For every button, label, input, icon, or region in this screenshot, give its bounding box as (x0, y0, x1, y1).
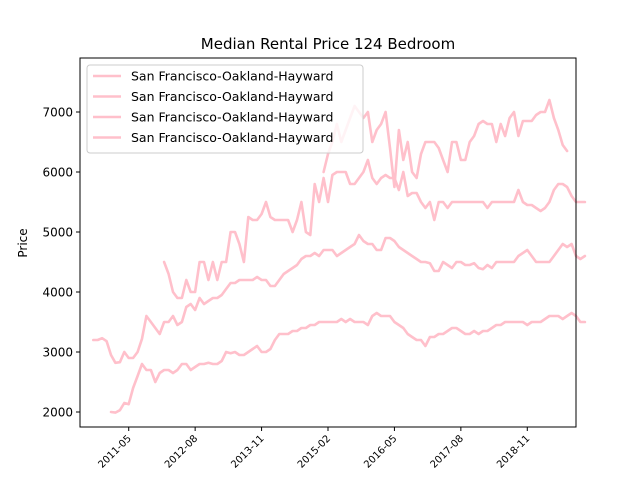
y-tick-label: 7000 (42, 106, 73, 120)
chart-title: Median Rental Price 124 Bedroom (201, 35, 455, 53)
series-lines (92, 98, 587, 414)
series-line-4 (322, 98, 569, 189)
x-tick-label: 2017-08 (429, 433, 466, 470)
x-axis-ticks: 2011-05 2012-08 2013-11 2015-02 2016-05 2017-… (97, 427, 532, 471)
y-axis-ticks: 2000 3000 4000 5000 6000 7000 (42, 106, 80, 420)
x-tick-label: 2018-11 (495, 433, 532, 470)
legend-label: San Francisco-Oakland-Hayward (131, 110, 333, 125)
y-axis-label: Price (16, 228, 30, 257)
x-tick-label: 2012-08 (163, 433, 200, 470)
legend: San Francisco-Oakland-Hayward San Francis… (86, 64, 364, 154)
y-tick-label: 4000 (42, 286, 73, 300)
y-tick-label: 6000 (42, 166, 73, 180)
x-tick-label: 2013-11 (229, 433, 266, 470)
legend-label: San Francisco-Oakland-Hayward (131, 89, 333, 104)
y-tick-label: 3000 (42, 346, 73, 360)
series-line-2 (109, 311, 587, 414)
legend-box (86, 64, 364, 154)
legend-label: San Francisco-Oakland-Hayward (131, 69, 333, 84)
x-tick-label: 2011-05 (97, 433, 134, 470)
x-tick-label: 2015-02 (296, 433, 333, 470)
y-tick-label: 5000 (42, 226, 73, 240)
series-line-3 (162, 158, 587, 300)
x-tick-label: 2016-05 (362, 433, 399, 470)
y-tick-label: 2000 (42, 406, 73, 420)
legend-label: San Francisco-Oakland-Hayward (131, 130, 333, 145)
series-line-1 (92, 233, 587, 365)
